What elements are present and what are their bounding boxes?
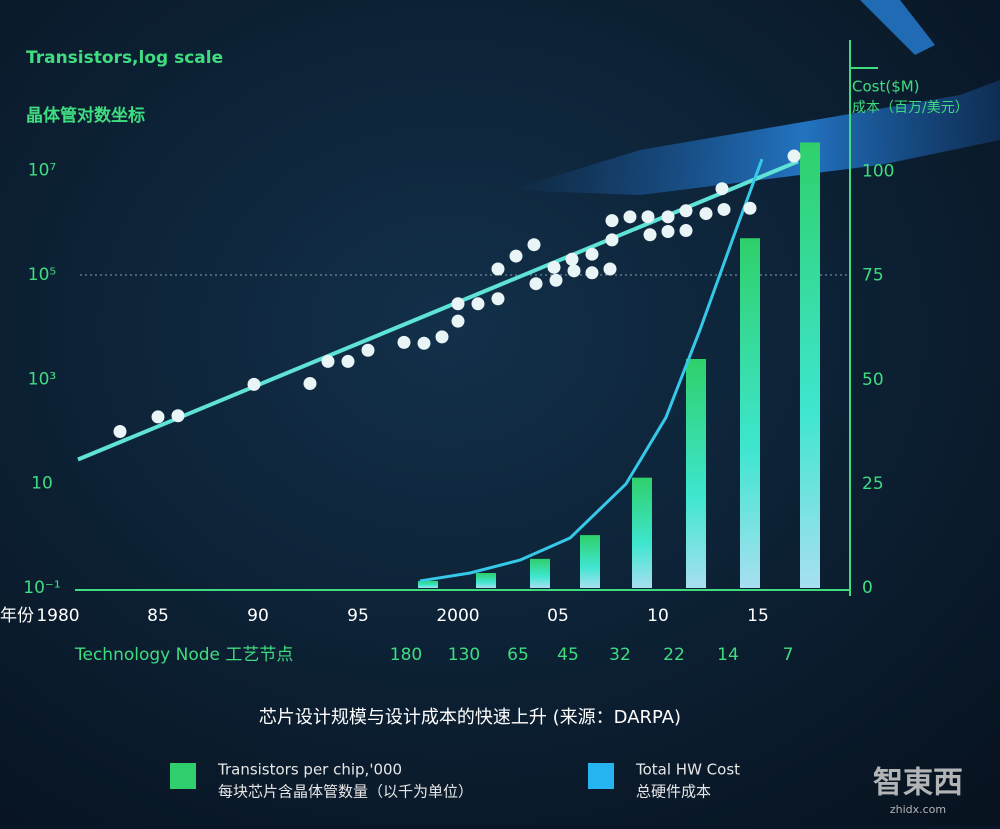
scatter-point — [787, 149, 801, 163]
scatter-point — [491, 262, 505, 276]
scatter-point — [361, 343, 375, 357]
node-label: 65 — [507, 645, 529, 665]
bar — [800, 142, 820, 588]
x-tick-label: 10 — [647, 606, 669, 626]
x-tick-label: 05 — [547, 606, 569, 626]
x-tick-label: 95 — [347, 606, 369, 626]
trend-line — [77, 159, 799, 462]
caption: 芯片设计规模与设计成本的快速上升 (来源：DARPA) — [259, 707, 681, 728]
legend-swatch — [588, 763, 614, 789]
scatter-point — [341, 354, 355, 368]
node-label: 14 — [717, 645, 739, 665]
scatter-point — [717, 202, 731, 216]
y2-tick-label: 50 — [862, 370, 884, 390]
scatter-point — [397, 335, 411, 349]
bar — [476, 573, 496, 588]
node-label: 7 — [783, 645, 794, 665]
legend-swatch — [170, 763, 196, 789]
right-axis-title: Cost($M) — [852, 78, 920, 96]
y-tick-label: 10⁵ — [28, 265, 56, 285]
watermark-url: zhidx.com — [890, 803, 946, 816]
y-tick-label: 10 — [31, 474, 53, 494]
legend-label: Total HW Cost — [635, 761, 740, 779]
scatter-point — [491, 292, 505, 306]
scatter-point — [743, 201, 757, 215]
scatter-point — [641, 210, 655, 224]
y-tick-label: 10⁻¹ — [23, 578, 60, 598]
scatter-point — [643, 228, 657, 242]
scatter-point — [715, 182, 729, 196]
y2-tick-label: 75 — [862, 266, 884, 286]
scatter-point — [151, 410, 165, 424]
scatter-point — [549, 273, 563, 287]
scatter-point — [699, 207, 713, 221]
scatter-point — [527, 238, 541, 252]
scatter-point — [417, 336, 431, 350]
scatter-point — [547, 260, 561, 274]
x-tick-label: 1980 — [36, 606, 79, 626]
node-label: 130 — [448, 645, 480, 665]
scatter-point — [679, 204, 693, 218]
node-label: 180 — [390, 645, 422, 665]
watermark: 智東西 — [873, 766, 963, 801]
scatter-point — [661, 225, 675, 239]
y-tick-label: 10⁷ — [28, 161, 57, 181]
bar — [632, 477, 652, 588]
node-label: 45 — [557, 645, 579, 665]
scatter-point — [451, 297, 465, 311]
left-axis-title: Transistors,log scale — [26, 48, 223, 68]
y2-tick-label: 0 — [862, 578, 873, 598]
scatter-point — [451, 314, 465, 328]
legend-sublabel: 总硬件成本 — [636, 783, 711, 801]
x-tick-label: 15 — [747, 606, 769, 626]
node-label: 32 — [609, 645, 631, 665]
x-tick-label: 85 — [147, 606, 169, 626]
scatter-point — [605, 233, 619, 247]
scatter-point — [605, 214, 619, 228]
scatter-point — [509, 249, 523, 263]
scatter-point — [565, 252, 579, 266]
right-axis-title-zh: 成本（百万/美元） — [852, 100, 969, 116]
light-streak — [510, 80, 1000, 195]
scatter-point — [113, 424, 127, 438]
scatter-point — [247, 377, 261, 391]
light-streak — [860, 0, 935, 55]
y2-tick-label: 25 — [862, 474, 884, 494]
y-tick-label: 10³ — [28, 369, 56, 389]
scatter-point — [679, 224, 693, 238]
x-tick-label: 2000 — [436, 606, 479, 626]
scatter-point — [661, 210, 675, 224]
scatter-point — [623, 210, 637, 224]
node-axis-title: Technology Node 工艺节点 — [74, 645, 293, 665]
scatter-point — [603, 262, 617, 276]
bar — [686, 359, 706, 588]
scatter-point — [303, 377, 317, 391]
legend-label: Transistors per chip,'000 — [217, 761, 402, 779]
legend-sublabel: 每块芯片含晶体管数量（以千为单位） — [218, 783, 473, 801]
x-tick-label: 90 — [247, 606, 269, 626]
scatter-point — [171, 409, 185, 423]
left-axis-title-zh: 晶体管对数坐标 — [26, 105, 145, 126]
scatter-point — [585, 266, 599, 280]
scatter-point — [435, 330, 449, 344]
bar — [740, 238, 760, 588]
bar — [418, 580, 438, 588]
node-label: 22 — [663, 645, 685, 665]
scatter-point — [529, 277, 543, 291]
scatter-point — [585, 247, 599, 261]
scatter-point — [321, 354, 335, 368]
x-axis-title: 年份 — [0, 606, 34, 626]
bar — [580, 535, 600, 588]
bar — [530, 558, 550, 588]
cost-line — [419, 158, 764, 583]
scatter-point — [471, 297, 485, 311]
scatter-point — [567, 264, 581, 278]
y2-tick-label: 100 — [862, 162, 894, 182]
